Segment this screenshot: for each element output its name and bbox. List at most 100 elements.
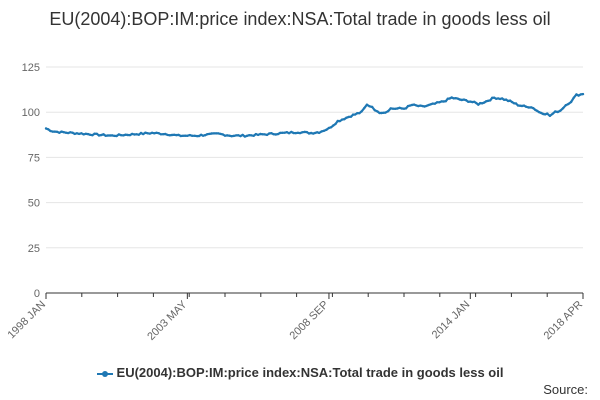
data-point[interactable]: [97, 134, 101, 137]
data-point[interactable]: [556, 110, 559, 114]
data-point[interactable]: [206, 133, 209, 136]
data-point[interactable]: [460, 98, 463, 102]
data-point[interactable]: [301, 131, 304, 134]
data-point[interactable]: [396, 107, 399, 110]
data-point[interactable]: [292, 131, 295, 135]
data-point[interactable]: [117, 133, 121, 136]
data-point[interactable]: [577, 94, 580, 97]
data-point[interactable]: [520, 104, 524, 108]
data-point[interactable]: [433, 102, 437, 105]
data-point[interactable]: [332, 124, 335, 127]
data-point[interactable]: [473, 100, 476, 104]
data-point[interactable]: [404, 107, 408, 110]
data-point[interactable]: [95, 132, 99, 135]
data-point[interactable]: [412, 103, 416, 106]
data-point[interactable]: [345, 116, 348, 119]
data-point[interactable]: [564, 104, 567, 107]
data-point[interactable]: [487, 99, 490, 103]
data-point[interactable]: [80, 132, 83, 135]
data-point[interactable]: [303, 130, 306, 134]
data-point[interactable]: [305, 130, 308, 134]
data-point[interactable]: [371, 105, 374, 109]
data-point[interactable]: [170, 133, 174, 137]
data-point[interactable]: [450, 96, 453, 99]
data-point[interactable]: [421, 104, 424, 108]
data-point[interactable]: [538, 111, 541, 114]
data-point[interactable]: [230, 135, 233, 138]
data-point[interactable]: [542, 112, 545, 116]
data-point[interactable]: [415, 104, 418, 107]
data-point[interactable]: [47, 128, 50, 131]
data-point[interactable]: [368, 105, 371, 108]
data-point[interactable]: [283, 131, 286, 134]
data-point[interactable]: [250, 134, 253, 137]
data-point[interactable]: [425, 104, 428, 108]
data-point[interactable]: [252, 134, 255, 137]
data-point[interactable]: [203, 134, 207, 137]
data-point[interactable]: [384, 111, 387, 114]
data-point[interactable]: [485, 100, 488, 103]
data-point[interactable]: [575, 93, 578, 96]
data-point[interactable]: [376, 110, 379, 113]
data-point[interactable]: [469, 100, 472, 103]
data-point[interactable]: [504, 98, 508, 101]
data-point[interactable]: [196, 134, 199, 138]
data-point[interactable]: [75, 132, 79, 135]
data-point[interactable]: [177, 133, 180, 137]
data-point[interactable]: [215, 132, 218, 135]
data-point[interactable]: [219, 132, 222, 136]
data-point[interactable]: [410, 103, 414, 107]
data-point[interactable]: [467, 100, 470, 104]
data-point[interactable]: [551, 112, 554, 116]
data-point[interactable]: [389, 107, 392, 110]
data-point[interactable]: [272, 133, 275, 136]
data-point[interactable]: [464, 99, 468, 102]
data-point[interactable]: [108, 134, 112, 137]
data-point[interactable]: [417, 104, 420, 108]
data-point[interactable]: [386, 110, 390, 113]
data-point[interactable]: [281, 131, 284, 134]
data-point[interactable]: [179, 134, 182, 138]
data-point[interactable]: [287, 132, 291, 135]
data-point[interactable]: [527, 106, 530, 109]
data-point[interactable]: [62, 131, 65, 134]
series-line[interactable]: [45, 93, 584, 138]
data-point[interactable]: [208, 132, 211, 136]
data-point[interactable]: [382, 111, 385, 115]
data-point[interactable]: [84, 132, 88, 135]
data-point[interactable]: [93, 132, 96, 135]
data-point[interactable]: [506, 99, 510, 103]
data-point[interactable]: [320, 130, 323, 133]
data-point[interactable]: [161, 133, 165, 136]
data-point[interactable]: [360, 110, 363, 113]
data-point[interactable]: [263, 133, 266, 136]
data-point[interactable]: [191, 134, 194, 137]
data-point[interactable]: [495, 97, 498, 101]
data-point[interactable]: [64, 131, 68, 134]
data-point[interactable]: [155, 131, 158, 134]
data-point[interactable]: [429, 103, 432, 106]
data-point[interactable]: [173, 133, 176, 136]
data-point[interactable]: [446, 97, 449, 100]
data-point[interactable]: [479, 101, 482, 105]
data-point[interactable]: [581, 92, 585, 96]
data-point[interactable]: [279, 131, 282, 135]
data-point[interactable]: [329, 126, 333, 129]
data-point[interactable]: [77, 132, 81, 136]
legend[interactable]: EU(2004):BOP:IM:price index:NSA:Total tr…: [0, 365, 600, 380]
data-point[interactable]: [336, 119, 339, 123]
data-point[interactable]: [256, 133, 260, 137]
data-point[interactable]: [363, 107, 366, 110]
data-point[interactable]: [454, 97, 457, 100]
data-point[interactable]: [498, 97, 502, 101]
data-point[interactable]: [290, 130, 293, 134]
data-point[interactable]: [44, 127, 48, 130]
data-point[interactable]: [51, 130, 54, 133]
data-point[interactable]: [217, 132, 220, 135]
data-point[interactable]: [310, 131, 313, 135]
data-point[interactable]: [343, 118, 346, 121]
data-point[interactable]: [186, 134, 189, 137]
data-point[interactable]: [567, 102, 570, 106]
data-point[interactable]: [347, 115, 350, 119]
data-point[interactable]: [128, 133, 132, 137]
